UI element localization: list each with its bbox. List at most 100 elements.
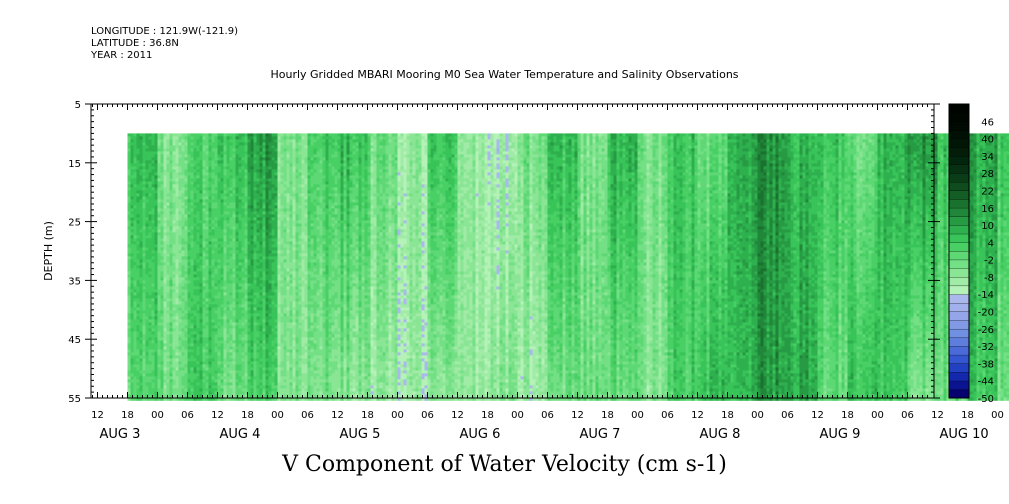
y-tick-label: 15 xyxy=(68,159,81,170)
x-hour-label: 00 xyxy=(991,410,1004,421)
heatmap-band-25 xyxy=(878,133,908,400)
y-tick-label: 45 xyxy=(68,335,81,346)
x-day-label: AUG 7 xyxy=(580,427,621,442)
colorbar-segment xyxy=(949,208,969,217)
colorbar-segment xyxy=(949,242,969,251)
heatmap-band-23 xyxy=(818,133,848,400)
colorbar-segment xyxy=(949,260,969,269)
colorbar-segment xyxy=(949,389,969,398)
colorbar-label: -20 xyxy=(978,308,994,319)
colorbar-label: 46 xyxy=(981,117,994,128)
colorbar-label: -26 xyxy=(978,325,994,336)
colorbar-segment xyxy=(949,190,969,199)
x-hour-label: 06 xyxy=(661,410,674,421)
x-hour-label: 00 xyxy=(391,410,404,421)
heatmap-band-20 xyxy=(728,133,758,400)
colorbar-label: -32 xyxy=(978,342,994,353)
heatmap-band-19 xyxy=(698,133,728,400)
colorbar-segment xyxy=(949,182,969,191)
x-hour-label: 12 xyxy=(451,410,464,421)
colorbar-segment xyxy=(949,216,969,225)
y-tick-label: 25 xyxy=(68,218,81,229)
colorbar-segment xyxy=(949,294,969,303)
x-day-label: AUG 10 xyxy=(940,427,989,442)
colorbar-segment xyxy=(949,234,969,243)
x-day-label: AUG 5 xyxy=(340,427,381,442)
colorbar-segment xyxy=(949,329,969,338)
variable-title: V Component of Water Velocity (cm s-1) xyxy=(0,452,1009,477)
colorbar-segment xyxy=(949,251,969,260)
heatmap-band-11 xyxy=(458,133,488,400)
x-day-label: AUG 8 xyxy=(700,427,741,442)
x-day-label: AUG 6 xyxy=(460,427,501,442)
colorbar-segment xyxy=(949,312,969,321)
chart-canvas: 464034282216104-2-8-14-20-26-32-38-44-50… xyxy=(0,0,1009,504)
x-day-label: AUG 3 xyxy=(100,427,141,442)
x-hour-label: 12 xyxy=(571,410,584,421)
x-hour-label: 18 xyxy=(241,410,254,421)
x-hour-label: 18 xyxy=(121,410,134,421)
colorbar-label: 10 xyxy=(981,221,994,232)
colorbar-segment xyxy=(949,320,969,329)
colorbar-segment xyxy=(949,346,969,355)
heatmap-band-17 xyxy=(638,133,668,400)
colorbar-segment xyxy=(949,355,969,364)
x-hour-label: 00 xyxy=(871,410,884,421)
colorbar-label: -38 xyxy=(978,359,994,370)
x-hour-label: 12 xyxy=(211,410,224,421)
colorbar-segment xyxy=(949,156,969,165)
y-axis-label: DEPTH (m) xyxy=(42,221,55,281)
heatmap-band-18 xyxy=(668,133,698,400)
colorbar-label: 28 xyxy=(981,169,994,180)
colorbar-label: -44 xyxy=(978,377,994,388)
x-hour-label: 00 xyxy=(511,410,524,421)
colorbar-label: -2 xyxy=(984,256,994,267)
x-hour-label: 18 xyxy=(361,410,374,421)
x-hour-label: 18 xyxy=(601,410,614,421)
colorbar-segment xyxy=(949,337,969,346)
x-day-label: AUG 9 xyxy=(820,427,861,442)
x-hour-label: 00 xyxy=(751,410,764,421)
heatmap-band-8 xyxy=(368,133,398,400)
heatmap-band-4 xyxy=(248,133,278,400)
x-hour-label: 06 xyxy=(181,410,194,421)
heatmap-band-14 xyxy=(548,133,578,400)
colorbar-segment xyxy=(949,113,969,122)
x-hour-label: 06 xyxy=(421,410,434,421)
colorbar-segment xyxy=(949,165,969,174)
heatmap-band-21 xyxy=(758,133,788,400)
x-hour-label: 12 xyxy=(91,410,104,421)
x-hour-label: 12 xyxy=(331,410,344,421)
colorbar-label: -50 xyxy=(978,394,994,405)
x-hour-label: 00 xyxy=(151,410,164,421)
colorbar-segment xyxy=(949,104,969,113)
x-hour-label: 06 xyxy=(901,410,914,421)
x-hour-label: 12 xyxy=(691,410,704,421)
plot-area xyxy=(128,133,1009,400)
x-hour-label: 00 xyxy=(631,410,644,421)
heatmap-band-15 xyxy=(578,133,608,400)
x-day-label: AUG 4 xyxy=(220,427,261,442)
colorbar-segment xyxy=(949,139,969,148)
heatmap-band-3 xyxy=(218,133,248,400)
colorbar-segment xyxy=(949,173,969,182)
x-hour-label: 00 xyxy=(271,410,284,421)
heatmap-band-6 xyxy=(308,133,338,400)
heatmap-band-1 xyxy=(158,133,188,400)
colorbar-segment xyxy=(949,303,969,312)
colorbar-segment xyxy=(949,130,969,139)
y-tick-label: 35 xyxy=(68,276,81,287)
colorbar-label: 34 xyxy=(981,152,994,163)
x-hour-label: 18 xyxy=(841,410,854,421)
heatmap-band-13 xyxy=(518,133,548,400)
heatmap-band-12 xyxy=(488,133,518,400)
colorbar-segment xyxy=(949,121,969,130)
heatmap-band-2 xyxy=(188,133,218,400)
heatmap-band-29 xyxy=(998,133,1009,400)
colorbar-segment xyxy=(949,225,969,234)
x-hour-label: 12 xyxy=(931,410,944,421)
colorbar-segment xyxy=(949,381,969,390)
heatmap-band-5 xyxy=(278,133,308,400)
heatmap-band-26 xyxy=(908,133,938,400)
colorbar-segment xyxy=(949,363,969,372)
